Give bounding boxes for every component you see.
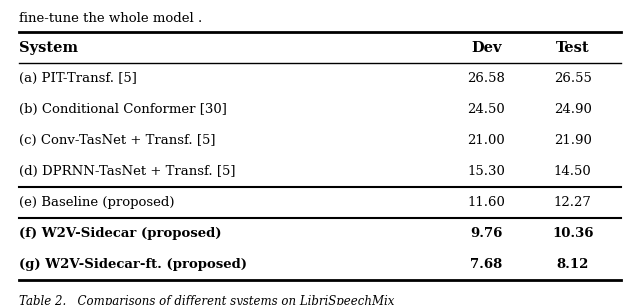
Text: 21.00: 21.00 [468,135,505,147]
Text: (e) Baseline (proposed): (e) Baseline (proposed) [19,196,175,210]
Text: 8.12: 8.12 [557,258,589,271]
Text: Dev: Dev [471,41,502,55]
Text: Test: Test [556,41,589,55]
Text: (c) Conv-TasNet + Transf. [5]: (c) Conv-TasNet + Transf. [5] [19,135,216,147]
Text: Table 2.   Comparisons of different systems on LibriSpeechMix: Table 2. Comparisons of different system… [19,295,395,305]
Text: (g) W2V-Sidecar-ft. (proposed): (g) W2V-Sidecar-ft. (proposed) [19,258,247,271]
Text: System: System [19,41,78,55]
Text: 14.50: 14.50 [554,165,591,178]
Text: 10.36: 10.36 [552,228,593,240]
Text: (d) DPRNN-TasNet + Transf. [5]: (d) DPRNN-TasNet + Transf. [5] [19,165,236,178]
Text: (f) W2V-Sidecar (proposed): (f) W2V-Sidecar (proposed) [19,228,221,240]
Text: 21.90: 21.90 [554,135,592,147]
Text: fine-tune the whole model .: fine-tune the whole model . [19,12,202,25]
Text: 26.58: 26.58 [467,72,506,85]
Text: (a) PIT-Transf. [5]: (a) PIT-Transf. [5] [19,72,137,85]
Text: 26.55: 26.55 [554,72,592,85]
Text: 9.76: 9.76 [470,228,502,240]
Text: 24.50: 24.50 [468,103,505,117]
Text: 15.30: 15.30 [467,165,506,178]
Text: 24.90: 24.90 [554,103,592,117]
Text: 12.27: 12.27 [554,196,592,210]
Text: 7.68: 7.68 [470,258,502,271]
Text: (b) Conditional Conformer [30]: (b) Conditional Conformer [30] [19,103,227,117]
Text: 11.60: 11.60 [467,196,506,210]
